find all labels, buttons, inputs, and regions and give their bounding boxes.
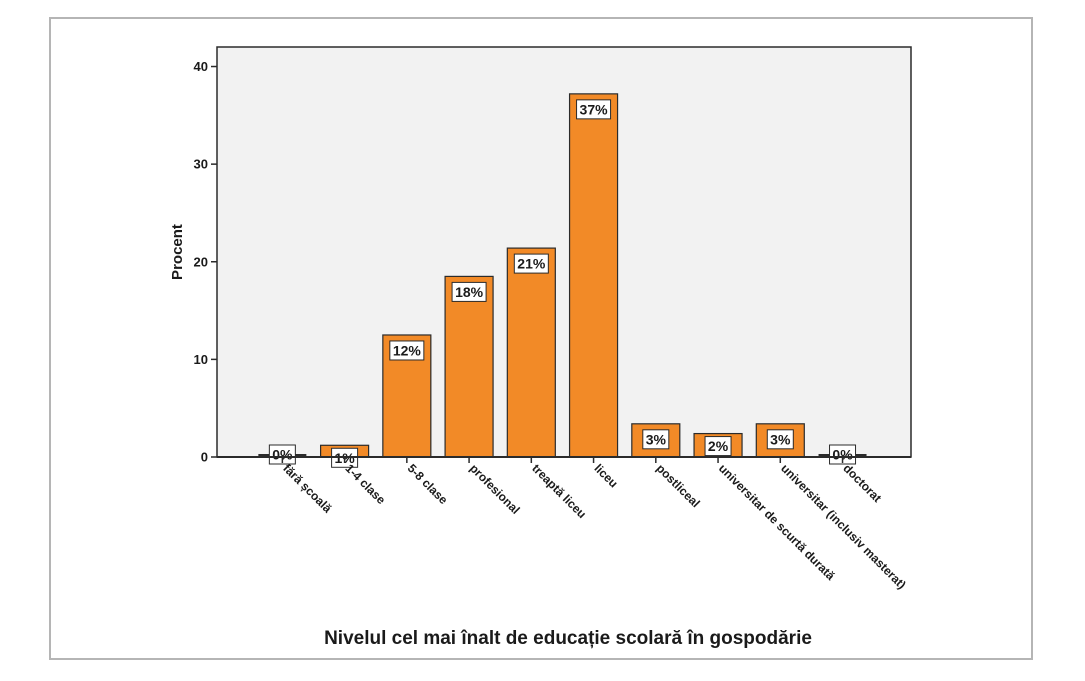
data-label-box [513,253,549,274]
x-tick-label: 1-4 clase [342,461,388,507]
bar [444,275,494,458]
plot-area [216,46,912,458]
x-tick-label: universitar (inclusiv masterat) [778,461,909,592]
data-label-box [642,429,670,450]
data-label-box [766,429,794,450]
data-label-box [268,444,296,465]
y-axis-title: Procent [169,224,186,280]
data-label: 2% [708,438,729,454]
x-tick-label: treaptă liceu [529,461,589,521]
y-tick-label: 10 [194,352,208,367]
x-tick-label: universitar de scurtă durată [716,461,838,583]
data-label-box [451,281,487,302]
x-tick-label: profesional [467,461,523,517]
y-tick-label: 30 [194,157,208,172]
x-tick-label: liceu [591,461,620,490]
data-label-box [389,340,425,361]
data-label-box [829,444,857,465]
x-axis: fără școală 1-4 clase 5-8 clase profesional… [217,456,911,592]
data-label: 3% [646,431,667,447]
data-label: 37% [580,101,609,117]
y-tick-label: 20 [194,254,208,269]
x-tick-label: fără școală [280,461,334,515]
x-tick-label: 5-8 clase [405,461,451,507]
data-label-box [704,436,732,457]
data-label: 0% [832,447,853,463]
bars: 0%1%12%18%21%37%3%2%3%0% [258,93,867,468]
data-label: 0% [272,447,293,463]
x-tick-label: postliceal [654,461,703,510]
y-tick-label: 0 [201,450,208,465]
y-axis: 0 10 20 30 40 [194,59,217,465]
bar [568,93,619,458]
bar [506,247,556,458]
data-label: 21% [517,256,546,272]
data-label-box [576,99,612,120]
data-label: 3% [770,431,791,447]
y-tick-label: 40 [194,59,208,74]
data-label: 18% [455,284,484,300]
data-label: 12% [393,342,422,358]
x-tick-label: doctorat [840,461,884,505]
x-axis-title: Nivelul cel mai înalt de educație scolar… [324,628,812,649]
